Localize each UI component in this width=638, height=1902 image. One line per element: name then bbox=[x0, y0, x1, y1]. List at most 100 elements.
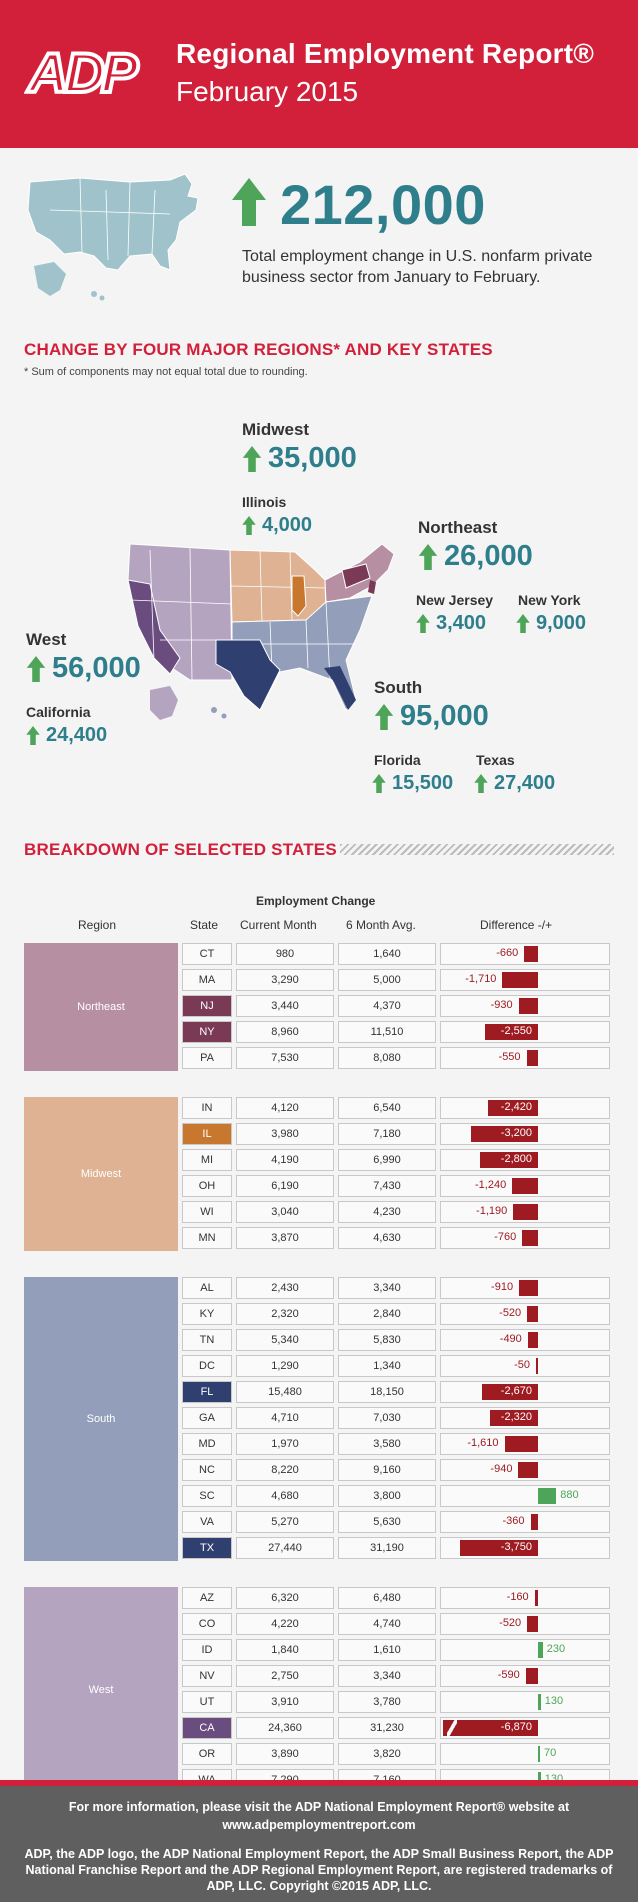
up-arrow-icon bbox=[474, 774, 488, 793]
col-header-difference: Difference -/+ bbox=[480, 918, 553, 932]
difference-cell: -760 bbox=[440, 1227, 610, 1249]
current-month-cell: 24,360 bbox=[236, 1717, 334, 1739]
difference-label: 880 bbox=[560, 1489, 579, 1501]
up-arrow-icon bbox=[26, 726, 40, 745]
region-value-midwest: 35,000 bbox=[242, 442, 357, 475]
state-cell: WI bbox=[182, 1201, 232, 1223]
difference-label: -590 bbox=[497, 1669, 520, 1681]
svg-text:ADP: ADP bbox=[26, 41, 139, 102]
state-cell: SC bbox=[182, 1485, 232, 1507]
state-cell: AZ bbox=[182, 1587, 232, 1609]
difference-cell: -550 bbox=[440, 1047, 610, 1069]
current-month-cell: 15,480 bbox=[236, 1381, 334, 1403]
state-cell: MA bbox=[182, 969, 232, 991]
six-month-avg-cell: 4,370 bbox=[338, 995, 436, 1017]
up-arrow-icon bbox=[418, 543, 438, 570]
difference-bar bbox=[538, 1746, 540, 1762]
six-month-avg-cell: 5,000 bbox=[338, 969, 436, 991]
current-month-cell: 3,290 bbox=[236, 969, 334, 991]
region-block-west: West bbox=[24, 1587, 178, 1793]
header: ADP Regional Employment Report® February… bbox=[0, 0, 638, 148]
difference-bar bbox=[487, 1100, 538, 1116]
difference-bar bbox=[527, 1616, 538, 1632]
difference-label: -1,610 bbox=[467, 1437, 499, 1449]
difference-bar bbox=[484, 1024, 538, 1040]
six-month-avg-cell: 3,580 bbox=[338, 1433, 436, 1455]
state-cell: MD bbox=[182, 1433, 232, 1455]
difference-bar bbox=[518, 998, 538, 1014]
six-month-avg-cell: 31,190 bbox=[338, 1537, 436, 1559]
current-month-cell: 7,530 bbox=[236, 1047, 334, 1069]
difference-label: -490 bbox=[499, 1333, 522, 1345]
bar-break-mark bbox=[447, 1718, 457, 1738]
six-month-avg-cell: 9,160 bbox=[338, 1459, 436, 1481]
difference-cell: -2,420 bbox=[440, 1097, 610, 1119]
difference-bar bbox=[443, 1720, 538, 1736]
up-arrow-icon bbox=[416, 614, 430, 633]
state-cell: NY bbox=[182, 1021, 232, 1043]
state-value-texas: 27,400 bbox=[474, 772, 555, 795]
difference-cell: 880 bbox=[440, 1485, 610, 1507]
difference-bar bbox=[534, 1590, 538, 1606]
current-month-cell: 5,270 bbox=[236, 1511, 334, 1533]
difference-label: -160 bbox=[506, 1591, 529, 1603]
footer: For more information, please visit the A… bbox=[0, 1786, 638, 1902]
region-block-south: South bbox=[24, 1277, 178, 1561]
region-name-south: South bbox=[374, 678, 423, 697]
col-header-6-month-avg: 6 Month Avg. bbox=[346, 918, 416, 932]
region-block-midwest: Midwest bbox=[24, 1097, 178, 1251]
rounding-note: * Sum of components may not equal total … bbox=[24, 366, 308, 378]
difference-label: -2,800 bbox=[500, 1153, 532, 1165]
difference-cell: -160 bbox=[440, 1587, 610, 1609]
difference-bar bbox=[471, 1126, 538, 1142]
six-month-avg-cell: 5,630 bbox=[338, 1511, 436, 1533]
difference-label: -520 bbox=[499, 1617, 522, 1629]
six-month-avg-cell: 5,830 bbox=[338, 1329, 436, 1351]
footer-info: For more information, please visit the A… bbox=[0, 1798, 638, 1834]
current-month-cell: 6,320 bbox=[236, 1587, 334, 1609]
difference-cell: -6,870 bbox=[440, 1717, 610, 1739]
difference-bar bbox=[538, 1642, 543, 1658]
state-cell: GA bbox=[182, 1407, 232, 1429]
difference-label: -930 bbox=[490, 999, 513, 1011]
footer-url[interactable]: www.adpemploymentreport.com bbox=[222, 1818, 416, 1832]
difference-cell: -1,710 bbox=[440, 969, 610, 991]
difference-label: -2,320 bbox=[500, 1411, 532, 1423]
difference-label: -550 bbox=[498, 1051, 521, 1063]
difference-label: -940 bbox=[490, 1463, 513, 1475]
state-cell: TN bbox=[182, 1329, 232, 1351]
current-month-cell: 5,340 bbox=[236, 1329, 334, 1351]
up-arrow-icon bbox=[232, 178, 266, 226]
state-cell: IL bbox=[182, 1123, 232, 1145]
state-name-florida: Florida bbox=[374, 752, 421, 768]
difference-bar bbox=[538, 1694, 541, 1710]
state-cell: ID bbox=[182, 1639, 232, 1661]
current-month-cell: 2,430 bbox=[236, 1277, 334, 1299]
state-name-california: California bbox=[26, 704, 91, 720]
state-value-new-jersey: 3,400 bbox=[416, 612, 486, 635]
difference-cell: -2,550 bbox=[440, 1021, 610, 1043]
us-map-icon bbox=[27, 173, 199, 301]
current-month-cell: 27,440 bbox=[236, 1537, 334, 1559]
footer-legal: ADP, the ADP logo, the ADP National Empl… bbox=[24, 1847, 614, 1893]
difference-cell: -2,320 bbox=[440, 1407, 610, 1429]
difference-label: -50 bbox=[514, 1359, 530, 1371]
difference-bar bbox=[513, 1204, 538, 1220]
six-month-avg-cell: 7,430 bbox=[338, 1175, 436, 1197]
difference-label: -2,420 bbox=[500, 1101, 532, 1113]
six-month-avg-cell: 31,230 bbox=[338, 1717, 436, 1739]
difference-cell: -660 bbox=[440, 943, 610, 965]
difference-label: -1,710 bbox=[465, 973, 497, 985]
difference-label: 230 bbox=[546, 1643, 566, 1655]
state-value-florida: 15,500 bbox=[372, 772, 453, 795]
six-month-avg-cell: 18,150 bbox=[338, 1381, 436, 1403]
six-month-avg-cell: 3,780 bbox=[338, 1691, 436, 1713]
difference-bar bbox=[530, 1514, 538, 1530]
state-cell: IN bbox=[182, 1097, 232, 1119]
difference-label: -760 bbox=[494, 1231, 517, 1243]
six-month-avg-cell: 6,540 bbox=[338, 1097, 436, 1119]
current-month-cell: 4,710 bbox=[236, 1407, 334, 1429]
up-arrow-icon bbox=[242, 516, 256, 535]
current-month-cell: 3,440 bbox=[236, 995, 334, 1017]
difference-bar bbox=[518, 1462, 538, 1478]
